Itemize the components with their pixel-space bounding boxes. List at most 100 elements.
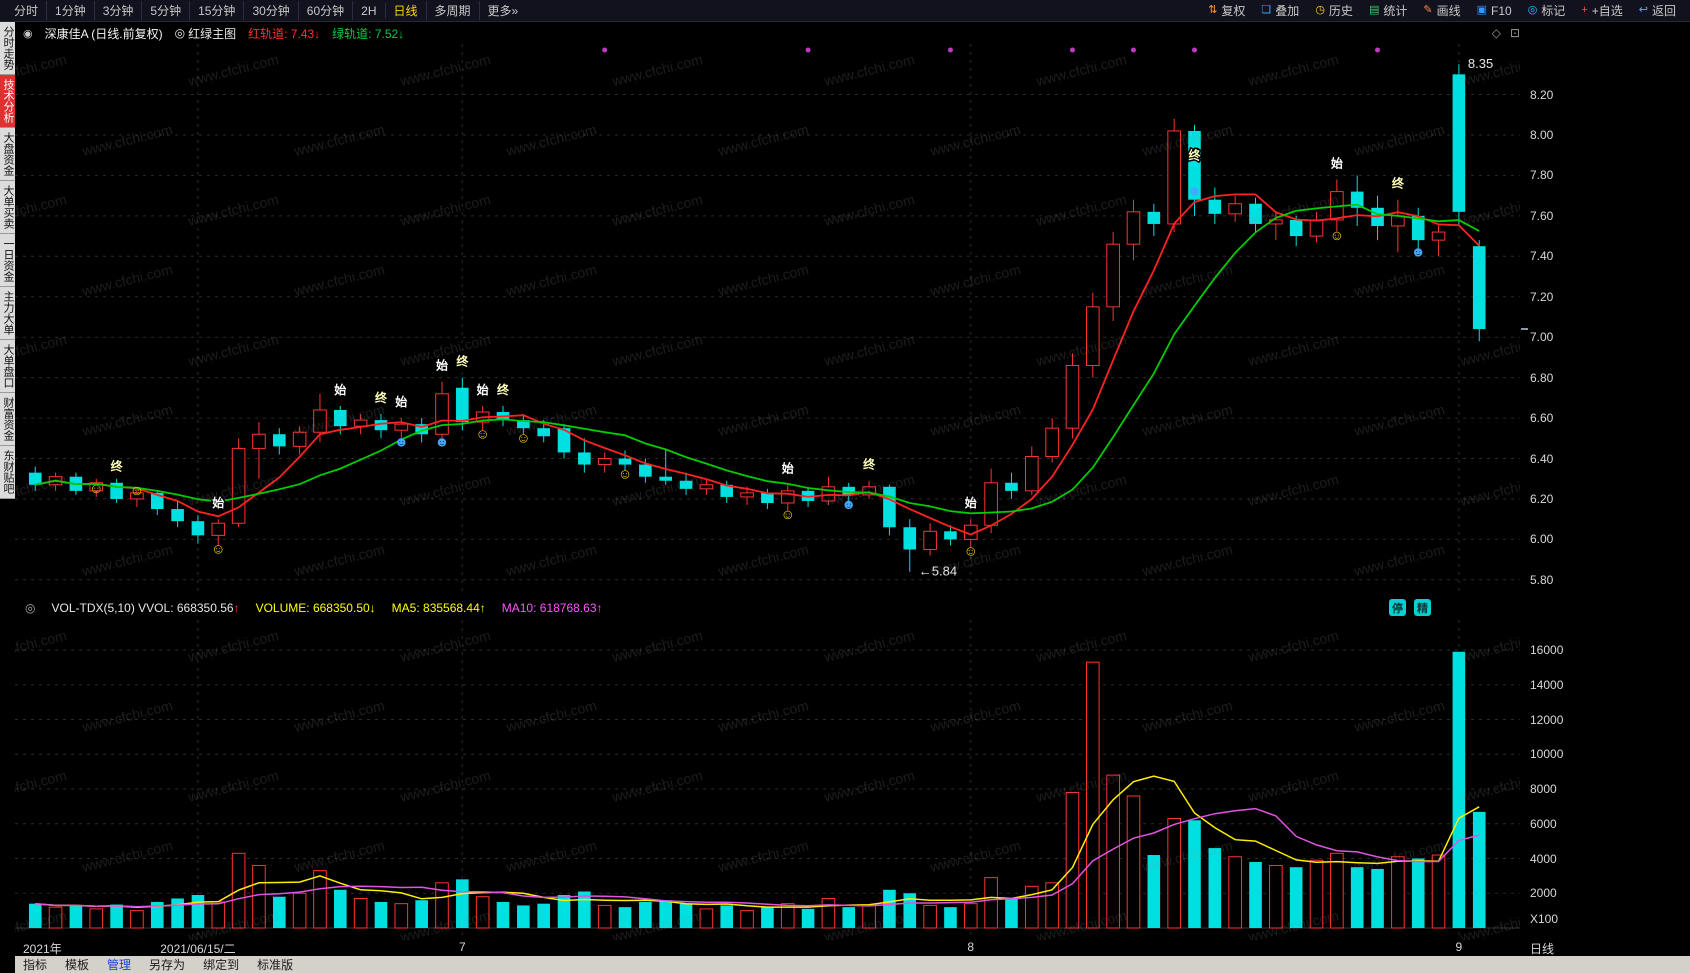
svg-text:始: 始	[477, 382, 489, 397]
time-axis-label: 7	[458, 940, 466, 954]
toolbar-period-item[interactable]: 60分钟	[299, 1, 354, 20]
toolbar-action-icon: ◷	[1315, 4, 1325, 16]
left-sidebar: 分时走势 技术分析 大盘资金 大单买卖 一日资金 主力大单 大单盘口 财富资金 东财贴吧	[0, 22, 15, 973]
volume-panel-button[interactable]: 精	[1414, 599, 1431, 616]
toolbar-period-item[interactable]: 1分钟	[47, 1, 95, 20]
price-axis-label: 6.60	[1530, 411, 1554, 426]
toolbar-action-label: 历史	[1328, 4, 1353, 18]
volume-unit-label: X100	[1530, 912, 1559, 926]
toolbar-action-button[interactable]: ▤ 统计	[1361, 1, 1415, 20]
sidebar-item[interactable]: 技术分析	[0, 75, 15, 128]
trend-arrow-icon: ↑	[233, 601, 240, 615]
toolbar-action-button[interactable]: ◷ 历史	[1307, 1, 1361, 20]
price-axis-label: 6.00	[1530, 532, 1554, 547]
toolbar-action-label: 标记	[1541, 4, 1566, 18]
volume-panel-button[interactable]: 停	[1389, 599, 1406, 616]
svg-text:始: 始	[212, 495, 224, 510]
toolbar-action-button[interactable]: ▣ F10	[1469, 3, 1520, 19]
toolbar-period-item[interactable]: 日线	[386, 1, 427, 20]
toolbar-period-item[interactable]: 5分钟	[142, 1, 191, 20]
svg-text:终: 终	[497, 382, 510, 397]
titlebar-tool-icon[interactable]: ◇	[1491, 26, 1501, 40]
toolbar-action-icon: ✎	[1423, 4, 1433, 16]
svg-text:☻: ☻	[841, 496, 856, 512]
sidebar-item[interactable]: 东财贴吧	[0, 446, 15, 499]
toolbar-period-item[interactable]: 30分钟	[244, 1, 299, 20]
candlestick-svg: ☺终☺始☺始终 始☻始☻终始☺终☺☺ 始☺☻终始☺终☻始☺终☻8.35←5.84	[15, 44, 1520, 596]
volume-axis-label: 16000	[1530, 643, 1564, 657]
svg-text:始: 始	[436, 358, 448, 373]
indicator-collapse-icon[interactable]: ◎	[25, 601, 36, 615]
sidebar-item[interactable]: 大单盘口	[0, 340, 15, 393]
svg-text:☻: ☻	[1411, 243, 1426, 259]
toolbar-action-icon: ⇅	[1208, 4, 1218, 16]
svg-text:始: 始	[334, 382, 346, 397]
svg-text:☺: ☺	[130, 482, 144, 498]
toolbar-actions: ⇅ 复权 ❏ 叠加 ◷ 历史 ▤ 统计 ✎ 画线 ▣ F10 ◎ 标记 + +自选 ↩ 返回	[1200, 1, 1684, 20]
price-axis: 8.20 8.00 7.80 7.60 7.40 7.20 7.00 6.80 6.60 6.40…	[1520, 44, 1600, 596]
volume-chart[interactable]: www.cfchi.com www.cfchi.com www.cfchi.com w…	[15, 620, 1690, 940]
svg-text:☺: ☺	[211, 541, 225, 557]
volume-axis-label: 14000	[1530, 677, 1564, 692]
status-bar-item[interactable]: 绑定到	[203, 958, 240, 972]
status-bar-item[interactable]: 另存为	[149, 958, 186, 972]
toolbar-action-button[interactable]: ❏ 叠加	[1253, 1, 1307, 20]
svg-text:终: 终	[1188, 147, 1201, 162]
volume-axis-label: 10000	[1530, 747, 1564, 762]
svg-text:☺: ☺	[964, 543, 978, 559]
svg-text:☻: ☻	[435, 433, 450, 449]
sidebar-item[interactable]: 大单买卖	[0, 181, 15, 234]
svg-text:终: 终	[375, 390, 388, 405]
price-axis-label: 6.80	[1530, 370, 1554, 385]
toolbar-action-button[interactable]: + +自选	[1573, 1, 1630, 20]
volume-svg	[15, 620, 1520, 940]
toolbar-period-item[interactable]: 15分钟	[190, 1, 245, 20]
main-chart-panel: ◉ 深康佳A (日线.前复权) ◎ 红绿主图 红轨道: 7.43↓ 绿轨道: 7…	[15, 22, 1690, 973]
status-bar-item[interactable]: 标准版	[257, 958, 294, 972]
svg-text:←5.84: ←5.84	[919, 564, 957, 579]
toolbar-action-label: 返回	[1651, 4, 1676, 18]
svg-text:☺: ☺	[476, 425, 490, 441]
toolbar-action-button[interactable]: ✎ 画线	[1415, 1, 1468, 20]
sidebar-item[interactable]: 主力大单	[0, 287, 15, 340]
svg-text:☻: ☻	[394, 433, 409, 449]
toolbar-period-item[interactable]: 分时	[6, 1, 48, 20]
sidebar-item[interactable]: 大盘资金	[0, 128, 15, 181]
trend-arrow-icon: ↑	[479, 601, 486, 615]
status-bar-item[interactable]: 管理	[107, 958, 132, 972]
svg-text:始: 始	[782, 461, 794, 476]
toolbar-action-label: +自选	[1591, 4, 1623, 18]
svg-text:☺: ☺	[1330, 227, 1344, 243]
toolbar-action-button[interactable]: ↩ 返回	[1631, 1, 1684, 20]
price-chart[interactable]: ☺ 终 ☺ 始 ☺ 始终始 ☻ 始 ☻ 终始 ☺ 终 ☺ ☺ 始 ☺ ☻ 终始 ☺ 终 ☻ 始 ☺ 终 ☻ 8.35 ←5.84 w…	[15, 44, 1690, 596]
toolbar-action-button[interactable]: ⇅ 复权	[1200, 1, 1253, 20]
toolbar-period-item[interactable]: 更多»	[487, 4, 519, 18]
status-bar-item[interactable]: 指标	[23, 958, 48, 972]
toolbar-period-item[interactable]: 多周期	[427, 1, 480, 20]
status-bar-item[interactable]: 模板	[65, 958, 90, 972]
indicator-name: 红绿主图	[188, 26, 237, 41]
toolbar-action-icon: +	[1581, 4, 1588, 16]
period-axis-label: 日线	[1530, 942, 1555, 956]
sidebar-item[interactable]: 财富资金	[0, 393, 15, 446]
main-indicator-label[interactable]: ◎ 红绿主图	[175, 25, 237, 42]
toolbar-action-label: F10	[1491, 3, 1512, 18]
toolbar-action-icon: ▤	[1368, 4, 1380, 16]
titlebar-tool-icon[interactable]: ⊡	[1509, 26, 1520, 40]
svg-text:始: 始	[395, 394, 407, 409]
svg-text:8.35: 8.35	[1468, 56, 1493, 71]
volume-axis-label: 12000	[1530, 712, 1564, 727]
trend-arrow-icon: ↓	[369, 601, 376, 615]
price-axis-label: 7.20	[1530, 289, 1554, 304]
toolbar-periods: 分时 1分钟 3分钟 5分钟 15分钟 30分钟 60分钟 2H 日线 多周期 更多»	[6, 1, 526, 20]
svg-text:始: 始	[1331, 155, 1343, 170]
stock-icon: ◉	[23, 27, 33, 40]
toolbar-action-button[interactable]: ◎ 标记	[1520, 1, 1574, 20]
toolbar-period-item[interactable]: 3分钟	[95, 1, 143, 20]
svg-text:终: 终	[1392, 176, 1405, 191]
toolbar-period-item[interactable]: 2H	[353, 2, 386, 19]
time-axis-label: 2021年	[23, 942, 62, 956]
svg-text:☺: ☺	[516, 429, 530, 445]
sidebar-item[interactable]: 分时走势	[0, 22, 15, 75]
sidebar-item[interactable]: 一日资金	[0, 234, 15, 287]
